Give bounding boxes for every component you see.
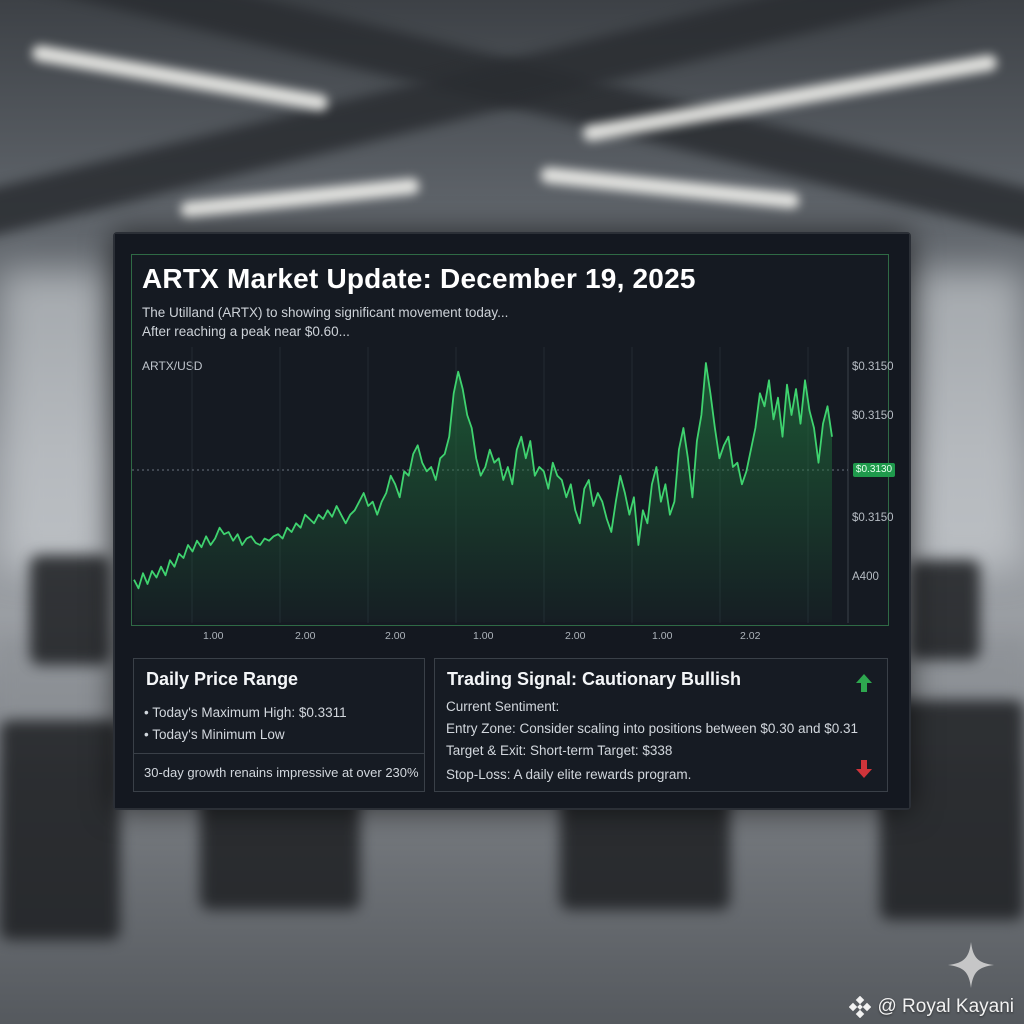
current-price-tag: $0.3130 [853,463,895,477]
description-line-2: After reaching a peak near $0.60... [142,324,350,339]
price-chart [132,347,849,623]
monitor: ARTX Market Update: December 19, 2025 Th… [113,232,911,810]
dashboard-screen: ARTX Market Update: December 19, 2025 Th… [115,234,909,808]
x-tick: 2.02 [740,630,761,642]
diamond-logo-icon [849,996,872,1018]
y-tick: $0.3150 [852,512,894,524]
min-low-item: • Today's Minimum Low [144,727,285,742]
y-tick: A400 [852,571,879,583]
sentiment-label: Current Sentiment: [446,699,560,714]
card-title: Trading Signal: Cautionary Bullish [447,669,742,689]
sparkle-icon [948,942,994,988]
target-exit-text: Target & Exit: Short-term Target: $338 [446,743,673,758]
watermark: @ Royal Kayani [849,996,1014,1018]
max-high-item: • Today's Maximum High: $0.3311 [144,705,347,720]
x-tick: 1.00 [473,630,494,642]
arrow-down-icon [856,760,872,778]
growth-footnote: 30-day growth renains impressive at over… [144,765,419,780]
entry-zone-text: Entry Zone: Consider scaling into positi… [446,721,859,736]
arrow-up-icon [856,674,872,692]
y-tick: $0.3150 [852,361,894,373]
daily-price-range-card: Daily Price Range • Today's Maximum High… [133,658,425,792]
min-low-text: Today's Minimum Low [152,727,285,742]
x-tick: 1.00 [652,630,673,642]
price-line [133,362,833,590]
x-tick: 2.00 [565,630,586,642]
market-chart-panel: ARTX Market Update: December 19, 2025 Th… [131,254,895,626]
watermark-text: @ Royal Kayani [877,996,1014,1017]
page-title: ARTX Market Update: December 19, 2025 [142,263,696,294]
trading-signal-card: Trading Signal: Cautionary Bullish Curre… [434,658,888,792]
max-high-text: Today's Maximum High: $0.3311 [152,705,347,720]
price-area [134,363,832,622]
stop-loss-text: Stop-Loss: A daily elite rewards program… [446,767,692,782]
x-tick: 1.00 [203,630,224,642]
x-tick: 2.00 [295,630,316,642]
y-tick: $0.3150 [852,410,894,422]
x-tick: 2.00 [385,630,406,642]
pair-label: ARTX/USD [142,359,203,373]
divider [134,753,424,754]
description-line-1: The Utilland (ARTX) to showing significa… [142,305,509,320]
card-title: Daily Price Range [146,669,299,689]
